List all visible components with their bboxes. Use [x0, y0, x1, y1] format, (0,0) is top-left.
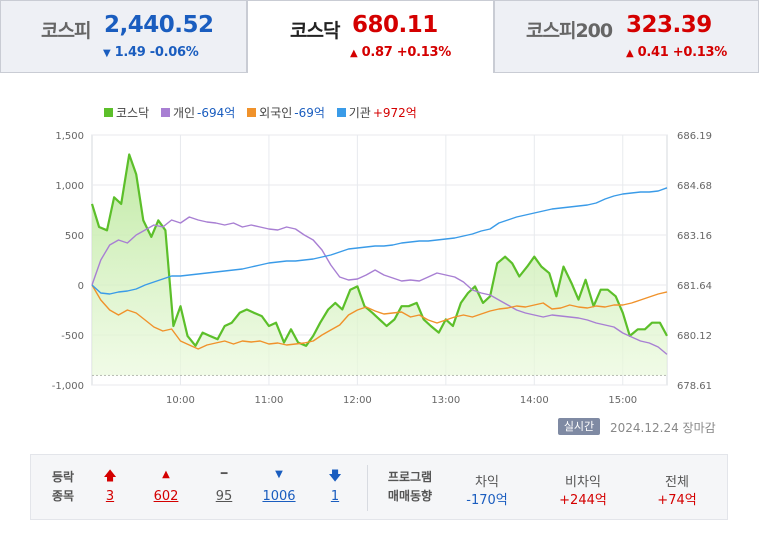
x-tick-label: 12:00: [343, 395, 372, 405]
fall-count[interactable]: 1006: [262, 489, 296, 504]
arbitrage-value: -170억: [466, 493, 508, 508]
arbitrage-label: 차익: [475, 475, 499, 490]
x-tick-label: 15:00: [608, 395, 637, 405]
status-close: 장마감: [682, 421, 716, 435]
left-tick-label: 1,500: [55, 131, 84, 142]
unchanged-count[interactable]: 95: [215, 489, 233, 504]
legend-value: -694억: [197, 106, 236, 120]
index-value: 2,440.52: [104, 12, 214, 38]
breadth-label-bottom: 종목: [51, 489, 75, 503]
right-tick-label: 681.64: [677, 281, 712, 292]
down-arrow-icon: ▼: [103, 48, 111, 59]
series-line-kosdaq: [90, 153, 668, 347]
series-line-기관: [91, 187, 668, 295]
index-change: ▲ 0.41 +0.13%: [626, 45, 727, 60]
intraday-chart: 1,500 1,000 500 0 -500 -1,000 686.19 684.68 683.…: [52, 131, 712, 405]
chart-legend: 코스닥 개인 -694억 외국인 -69억 기관 +972억: [104, 104, 425, 121]
tab-name: 코스피200: [526, 20, 613, 42]
upper-limit-count[interactable]: 3: [105, 489, 115, 504]
axis-labels: 1,500 1,000 500 0 -500 -1,000 686.19 684.68 683.…: [52, 131, 712, 405]
x-tick-label: 13:00: [431, 395, 460, 405]
legend-value: +972억: [372, 106, 417, 120]
rise-icon: ▲: [162, 469, 170, 480]
tab-name: 코스피: [41, 20, 91, 42]
program-label-top: 프로그램: [387, 470, 433, 484]
right-tick-label: 684.68: [677, 181, 712, 192]
rise-count[interactable]: 602: [153, 489, 179, 504]
right-tick-label: 683.16: [677, 231, 712, 242]
market-status: 2024.12.24 장마감: [610, 419, 716, 436]
legend-swatch-icon: [160, 108, 170, 117]
change-text: 0.41 +0.13%: [637, 45, 728, 60]
chart-lines: [90, 153, 668, 355]
legend-swatch-icon: [336, 108, 346, 117]
non-arbitrage-label: 비차익: [565, 475, 601, 490]
program-total-value: +74억: [657, 493, 697, 508]
legend-item-institution[interactable]: 기관 +972억: [336, 104, 417, 121]
legend-item-individual[interactable]: 개인 -694억: [160, 104, 236, 121]
tab-kospi200[interactable]: 코스피200 323.39 ▲ 0.41 +0.13%: [494, 0, 759, 73]
x-tick-label: 11:00: [255, 395, 284, 405]
index-change: ▲ 0.87 +0.13%: [350, 45, 451, 60]
lower-limit-count[interactable]: 1: [330, 489, 340, 504]
status-date: 2024.12.24: [610, 421, 679, 435]
market-summary: 등락 종목 🡅 3 ▲ 602 ━ 95 ▼ 1006 🡇 1 프로그램 매매동향 …: [30, 454, 728, 520]
unchanged-icon: ━: [220, 467, 228, 480]
legend-label: 기관: [348, 106, 371, 120]
index-change: ▼ 1.49 -0.06%: [103, 45, 199, 60]
right-tick-label: 678.61: [677, 381, 712, 392]
program-label-bottom: 매매동향: [387, 489, 433, 503]
up-arrow-icon: ▲: [626, 48, 634, 59]
right-tick-label: 686.19: [677, 131, 712, 142]
series-line-개인: [91, 216, 668, 355]
chart-fill: [92, 154, 667, 376]
left-tick-label: 0: [78, 281, 84, 292]
legend-item-kosdaq[interactable]: 코스닥: [104, 104, 149, 121]
change-text: 0.87 +0.13%: [361, 45, 452, 60]
upper-limit-icon: 🡅: [103, 469, 117, 484]
breadth-label-top: 등락: [51, 470, 75, 484]
non-arbitrage-value: +244억: [559, 493, 607, 508]
legend-swatch-icon: [247, 108, 257, 117]
x-tick-label: 14:00: [520, 395, 549, 405]
left-tick-label: -1,000: [52, 381, 84, 392]
legend-label: 외국인: [259, 106, 293, 120]
left-tick-label: 500: [65, 231, 84, 242]
series-area-kosdaq: [92, 154, 667, 376]
left-tick-label: 1,000: [55, 181, 84, 192]
index-value: 680.11: [352, 12, 438, 38]
x-tick-label: 10:00: [166, 395, 195, 405]
index-value: 323.39: [626, 12, 712, 38]
tab-kospi[interactable]: 코스피 2,440.52 ▼ 1.49 -0.06%: [0, 0, 247, 73]
fall-icon: ▼: [275, 469, 283, 480]
legend-label: 코스닥: [116, 106, 150, 120]
tab-name: 코스닥: [290, 20, 340, 42]
up-arrow-icon: ▲: [350, 48, 358, 59]
series-line-외국인: [91, 284, 668, 350]
left-tick-label: -500: [61, 331, 84, 342]
change-text: 1.49 -0.06%: [114, 45, 199, 60]
realtime-badge[interactable]: 실시간: [558, 418, 600, 435]
tab-kosdaq[interactable]: 코스닥 680.11 ▲ 0.87 +0.13%: [247, 0, 494, 73]
legend-swatch-icon: [104, 108, 113, 117]
legend-value: -69억: [294, 106, 325, 120]
lower-limit-icon: 🡇: [328, 469, 342, 484]
program-total-label: 전체: [665, 475, 689, 490]
divider: [367, 465, 368, 511]
right-tick-label: 680.12: [677, 331, 712, 342]
legend-label: 개인: [172, 106, 196, 120]
index-tabs: 코스피 2,440.52 ▼ 1.49 -0.06% 코스닥 680.11 ▲ …: [0, 0, 759, 74]
legend-item-foreign[interactable]: 외국인 -69억: [247, 104, 325, 121]
